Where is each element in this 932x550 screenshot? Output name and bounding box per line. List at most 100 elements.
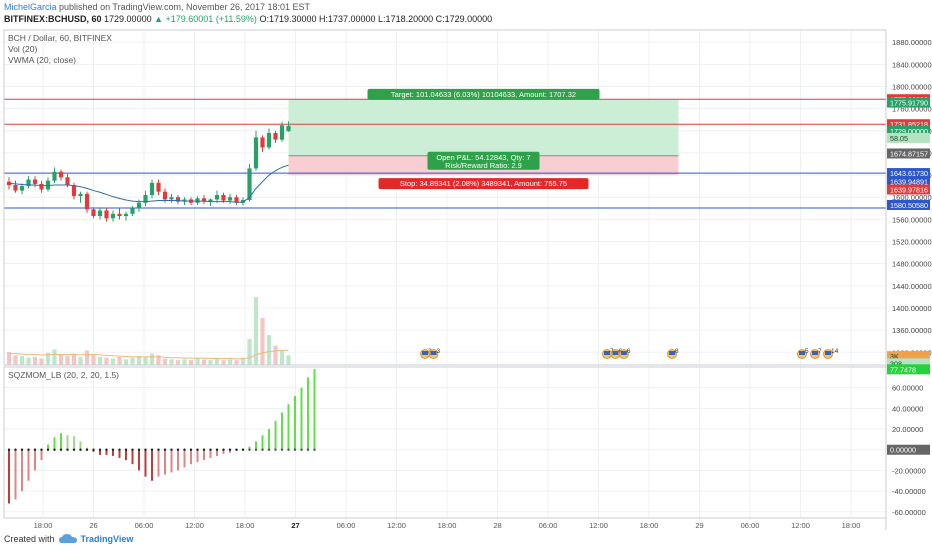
sqz-dot [14, 448, 17, 451]
candle-body [117, 213, 122, 217]
pnl-label-box [427, 151, 540, 170]
author-link[interactable]: MichelGarcia [4, 2, 57, 12]
candle-body [279, 125, 285, 140]
sqz-dot [222, 448, 225, 451]
tradingview-brand[interactable]: TradingView [80, 534, 134, 544]
sqz-dot [248, 448, 251, 451]
sqz-dot [228, 448, 232, 451]
candle-body [260, 137, 265, 148]
event-count: 7 [818, 348, 822, 355]
price-badge [887, 132, 930, 143]
event-count: 3 [436, 348, 440, 355]
legend-title: BCH / Dollar, 60, BITFINEX [8, 33, 112, 43]
event-flag-icon [799, 351, 805, 355]
price-axis-label: 1400.00000 [892, 304, 932, 313]
volume-bar [221, 360, 226, 365]
time-axis-label: 18:00 [842, 521, 861, 530]
last-price: 1729.00000 [104, 14, 152, 24]
volume-bars [6, 297, 291, 365]
event-flag-icon [669, 351, 675, 355]
sqz-dot [79, 448, 82, 451]
volume-bar [247, 339, 252, 365]
volume-bar [71, 353, 77, 365]
candle-body [39, 183, 44, 190]
volume-bar [208, 360, 213, 365]
candle-body [253, 137, 259, 169]
volume-bar [279, 350, 285, 365]
sqz-dot [215, 448, 219, 451]
sqz-dot [105, 448, 108, 451]
candle-body [195, 198, 200, 203]
sqz-dot [313, 448, 316, 451]
sqz-dot [189, 448, 193, 451]
volume-bar [91, 354, 96, 365]
sqz-dot [300, 448, 303, 451]
legend-vwma: VWMA (20, close) [8, 55, 77, 65]
target-label-box [367, 88, 600, 100]
sqz-dot [7, 448, 11, 451]
sqz-axis-label: 20.00000 [892, 425, 923, 434]
sqz-axis-label: -60.00000 [892, 508, 926, 517]
chart-frame [3, 29, 887, 530]
candle-body [19, 186, 25, 191]
sqz-dot [254, 448, 258, 451]
volume-bar [162, 358, 168, 365]
volume-bar [32, 356, 38, 365]
time-axis-label: 26 [89, 521, 97, 530]
sqz-dot [111, 448, 115, 451]
sqz-axis-label: -20.00000 [892, 466, 926, 475]
price-axis-label: 1520.00000 [892, 238, 932, 247]
volume-bar [130, 357, 135, 365]
candle-body [221, 195, 226, 201]
volume-bar [39, 358, 44, 365]
candle-body [26, 179, 31, 187]
grid [4, 30, 886, 518]
candle-body [58, 171, 64, 178]
price-badge-label: 1639.94891 [890, 178, 928, 187]
sqz-axis-label: -40.00000 [892, 487, 926, 496]
vwma-polyline [8, 164, 289, 203]
sqz-dot [235, 448, 238, 451]
axes: 1880.00000 1840.00000 1800.00000 1760.00000… [34, 38, 932, 530]
price-badge-label: 1580.50580 [890, 201, 928, 210]
time-axis-label: 06:00 [539, 521, 558, 530]
sqz-dot [267, 448, 271, 451]
volume-bar [104, 357, 109, 365]
sqz-dot [183, 448, 186, 451]
candle-body [208, 199, 213, 202]
event-count: 6 [627, 348, 631, 355]
sqz-dot [72, 448, 76, 451]
volume-bar [234, 360, 239, 365]
candle-body [149, 182, 155, 196]
event-flag-icon [620, 351, 627, 355]
volume-bar [6, 352, 12, 365]
sqz-dot [261, 448, 264, 451]
legend-vol: Vol (20) [8, 44, 38, 54]
price-badge [887, 351, 930, 362]
price-axis-label: 1360.00000 [892, 326, 932, 335]
time-axis-label: 12:00 [185, 521, 204, 530]
footer: Created with TradingView [4, 534, 133, 544]
sqz-dot [33, 448, 37, 451]
candle-body [65, 177, 70, 186]
event-markers: 3376685714 [420, 348, 839, 359]
volume-bar [26, 357, 31, 365]
sqz-dot [59, 448, 63, 451]
candle-body [162, 191, 168, 200]
publish-info: MichelGarcia published on TradingView.co… [4, 2, 310, 12]
sqz-dot [150, 448, 154, 451]
event-count: 5 [805, 348, 809, 355]
symbol-name: BITFINEX:BCHUSD, 60 [4, 14, 102, 24]
candles [6, 121, 291, 222]
price-axis-label: 1840.00000 [892, 60, 932, 69]
sqz-dot [280, 448, 284, 451]
candle-body [97, 210, 103, 217]
sqz-dot [170, 448, 173, 451]
price-badge-label: 1639.97816 [890, 185, 928, 194]
sqz-dot [241, 448, 245, 451]
candle-body [286, 125, 291, 132]
price-badge [887, 176, 930, 187]
volume-bar [58, 354, 64, 365]
pnl-label-text: Open P&L: 54.12843, Qty: 7 [436, 153, 530, 162]
